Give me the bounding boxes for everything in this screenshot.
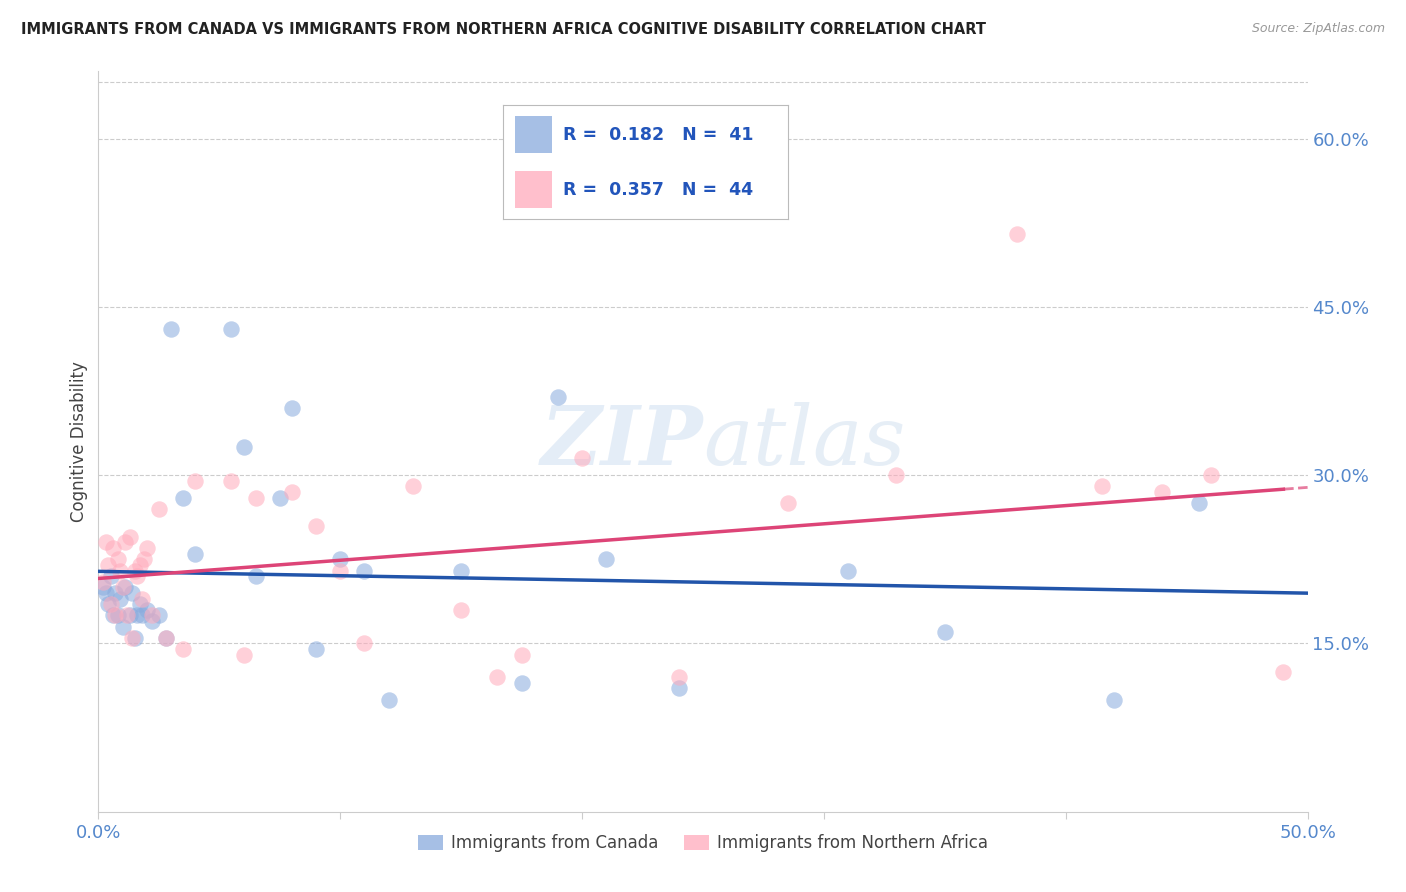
Point [114,580,136,594]
Point [1007,227,1029,241]
Point [131,591,153,606]
Point [121,586,143,600]
Point [141,608,163,623]
Point [104,586,127,600]
Point [547,390,569,404]
Point [101,541,124,555]
Point [97,558,120,572]
Point [100,569,122,583]
Point [184,547,207,561]
Point [160,322,183,336]
Point [135,603,157,617]
Point [97,597,120,611]
Point [155,631,177,645]
Point [377,692,399,706]
Y-axis label: Cognitive Disability: Cognitive Disability [70,361,89,522]
Point [148,501,170,516]
Point [141,614,163,628]
Point [353,564,375,578]
Point [221,322,243,336]
Point [305,642,328,657]
Point [128,597,150,611]
Point [172,642,194,657]
Point [1152,485,1174,500]
Point [94,535,117,549]
Point [269,491,291,505]
Point [111,619,134,633]
Point [128,558,150,572]
Text: IMMIGRANTS FROM CANADA VS IMMIGRANTS FROM NORTHERN AFRICA COGNITIVE DISABILITY C: IMMIGRANTS FROM CANADA VS IMMIGRANTS FRO… [21,22,986,37]
Point [111,580,134,594]
Point [1199,468,1222,483]
Point [402,479,425,493]
Text: ZIP: ZIP [540,401,703,482]
Point [886,468,908,483]
Point [94,586,117,600]
Point [118,608,141,623]
Point [595,552,617,566]
Point [329,552,352,566]
Point [1091,479,1114,493]
Point [1272,665,1295,679]
Point [100,597,122,611]
Point [776,496,799,510]
Point [232,440,254,454]
Point [353,636,375,650]
Point [155,631,177,645]
Point [127,608,149,623]
Point [172,491,194,505]
Point [571,451,593,466]
Point [486,670,509,684]
Point [184,474,207,488]
Point [281,485,304,500]
Point [134,552,156,566]
Point [118,530,141,544]
Point [668,681,690,696]
Point [450,603,472,617]
Point [281,401,304,415]
Point [108,564,131,578]
Point [837,564,859,578]
Point [131,608,153,623]
Point [121,631,143,645]
Point [107,552,129,566]
Point [329,564,352,578]
Point [245,569,267,583]
Point [135,541,157,555]
Point [510,675,533,690]
Text: Source: ZipAtlas.com: Source: ZipAtlas.com [1251,22,1385,36]
Text: atlas: atlas [703,401,905,482]
Point [124,631,146,645]
Point [114,535,136,549]
Point [104,608,127,623]
Point [117,608,139,623]
Point [245,491,267,505]
Point [510,648,533,662]
Point [305,518,328,533]
Point [1188,496,1211,510]
Point [221,474,243,488]
Point [1102,692,1125,706]
Point [91,580,114,594]
Point [101,608,124,623]
Point [148,608,170,623]
Point [108,591,131,606]
Point [934,625,956,640]
Point [91,574,114,589]
Legend: Immigrants from Canada, Immigrants from Northern Africa: Immigrants from Canada, Immigrants from … [412,828,994,859]
Point [450,564,472,578]
Point [232,648,254,662]
Point [127,569,149,583]
Point [107,608,129,623]
Point [124,564,146,578]
Point [668,670,690,684]
